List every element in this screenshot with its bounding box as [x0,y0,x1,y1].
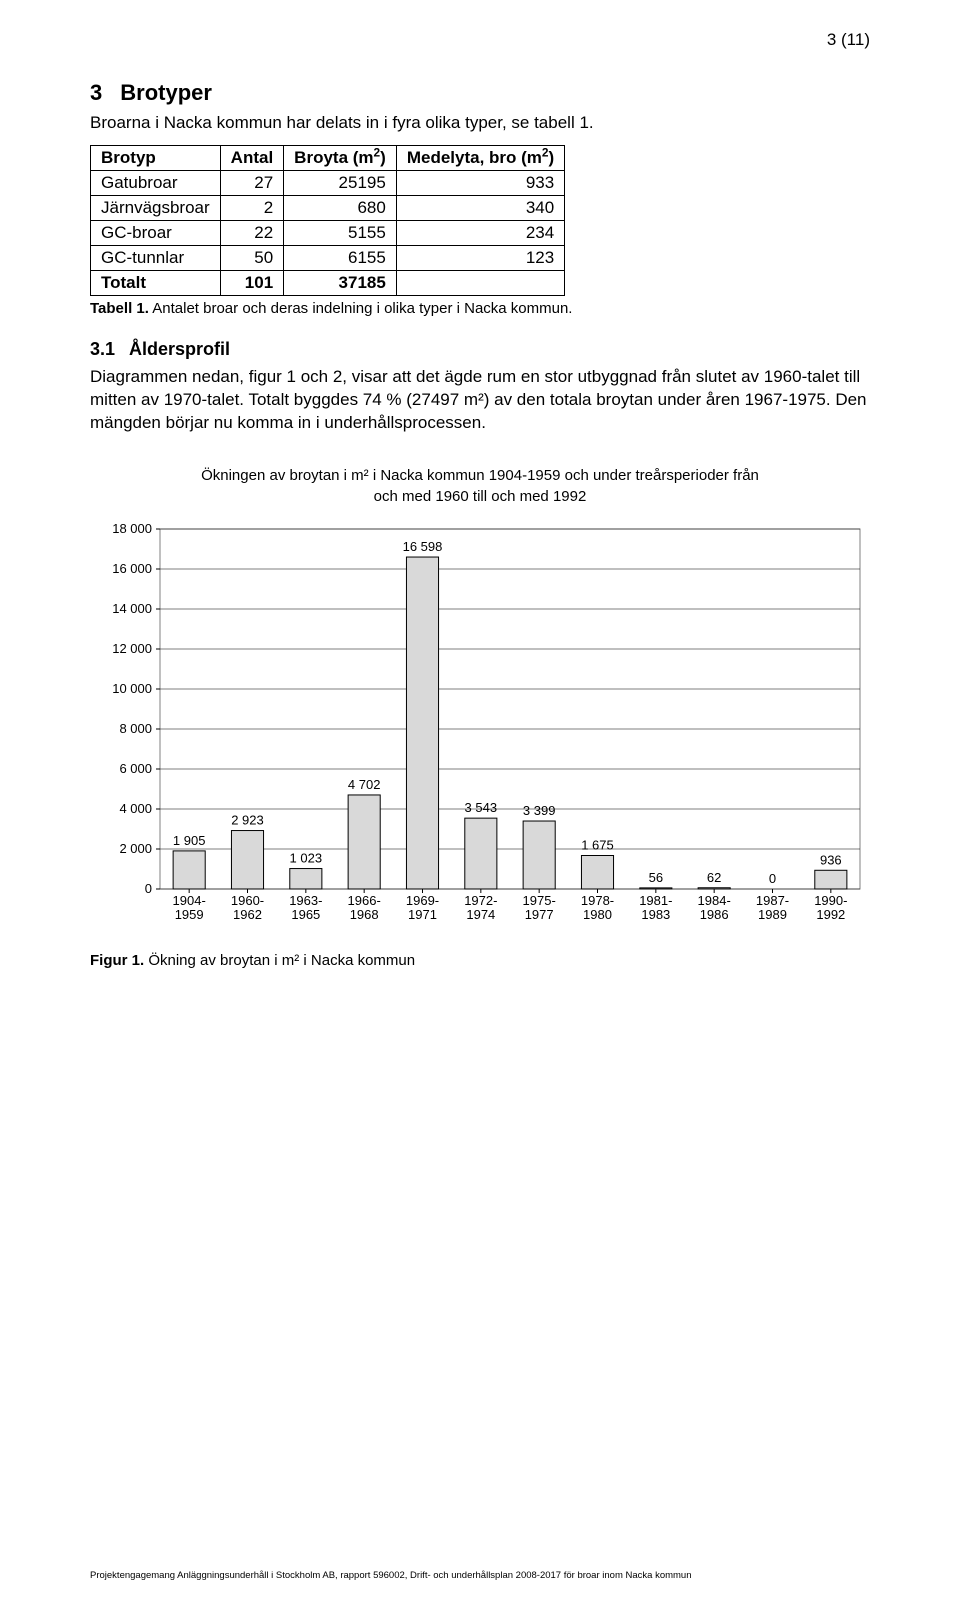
subsection-title: Åldersprofil [129,339,230,359]
bar-chart-svg: 0 2 000 4 000 6 000 8 000 10 000 12 000 14 000 1… [90,519,870,939]
table-cell: GC-tunnlar [91,245,221,270]
page-number: 3 (11) [827,30,870,50]
svg-text:3 399: 3 399 [523,803,556,818]
svg-text:1963-: 1963- [289,893,322,908]
table-total-cell: 101 [220,270,284,295]
svg-text:1 905: 1 905 [173,833,206,848]
subsection-number: 3.1 [90,339,115,360]
table-total-row: Totalt10137185 [91,270,565,295]
table-cell: 340 [396,195,564,220]
svg-text:10 000: 10 000 [112,681,152,696]
svg-text:14 000: 14 000 [112,601,152,616]
table-cell: 50 [220,245,284,270]
svg-text:1960-: 1960- [231,893,264,908]
svg-text:1 023: 1 023 [290,850,323,865]
svg-text:1962: 1962 [233,907,262,922]
svg-text:4 000: 4 000 [119,801,152,816]
svg-text:1992: 1992 [816,907,845,922]
table-row: Järnvägsbroar2680340 [91,195,565,220]
table-row: GC-broar225155234 [91,220,565,245]
svg-text:2 000: 2 000 [119,841,152,856]
figure-caption: Figur 1. Ökning av broytan i m² i Nacka … [90,952,870,969]
section-title: Brotyper [120,80,212,105]
table-caption-rest: Antalet broar och deras indelning i olik… [149,300,573,317]
table-cell: 680 [284,195,397,220]
table-cell: 27 [220,170,284,195]
table-row: GC-tunnlar506155123 [91,245,565,270]
brotype-table: BrotypAntalBroyta (m2)Medelyta, bro (m2)… [90,145,565,296]
table-total-cell: Totalt [91,270,221,295]
table-cell: 22 [220,220,284,245]
table-cell: 5155 [284,220,397,245]
subsection-paragraph: Diagrammen nedan, figur 1 och 2, visar a… [90,366,870,435]
table-cell: 123 [396,245,564,270]
svg-text:1965: 1965 [291,907,320,922]
svg-text:1975-: 1975- [523,893,556,908]
table-cell: GC-broar [91,220,221,245]
table-cell: Gatubroar [91,170,221,195]
table-cell: 25195 [284,170,397,195]
svg-text:1974: 1974 [466,907,495,922]
table-cell: 6155 [284,245,397,270]
svg-text:1977: 1977 [525,907,554,922]
svg-text:56: 56 [649,870,663,885]
table-header-cell: Broyta (m2) [284,145,397,170]
svg-text:16 000: 16 000 [112,561,152,576]
bar-chart: 0 2 000 4 000 6 000 8 000 10 000 12 000 14 000 1… [90,519,870,944]
page-container: 3 (11) 3 Brotyper Broarna i Nacka kommun … [0,0,960,1611]
svg-text:1971: 1971 [408,907,437,922]
figure-caption-rest: Ökning av broytan i m² i Nacka kommun [144,952,415,969]
svg-text:62: 62 [707,870,721,885]
svg-text:16 598: 16 598 [403,539,443,554]
svg-text:1 675: 1 675 [581,837,614,852]
figure-caption-bold: Figur 1. [90,952,144,969]
table-header-cell: Brotyp [91,145,221,170]
section-heading: 3 Brotyper [90,80,870,106]
svg-text:1969-: 1969- [406,893,439,908]
table-header-row: BrotypAntalBroyta (m2)Medelyta, bro (m2) [91,145,565,170]
svg-text:0: 0 [769,871,776,886]
svg-text:6 000: 6 000 [119,761,152,776]
svg-text:18 000: 18 000 [112,521,152,536]
chart-title: Ökningen av broytan i m² i Nacka kommun … [200,465,760,507]
svg-text:1968: 1968 [350,907,379,922]
svg-text:0: 0 [145,881,152,896]
svg-text:1990-: 1990- [814,893,847,908]
table-cell: Järnvägsbroar [91,195,221,220]
table-header-cell: Antal [220,145,284,170]
table-cell: 2 [220,195,284,220]
svg-text:12 000: 12 000 [112,641,152,656]
svg-text:1981-: 1981- [639,893,672,908]
section-number: 3 [90,80,102,106]
svg-text:1904-: 1904- [173,893,206,908]
svg-text:936: 936 [820,852,842,867]
svg-text:1978-: 1978- [581,893,614,908]
table-total-cell: 37185 [284,270,397,295]
table-header-cell: Medelyta, bro (m2) [396,145,564,170]
table-caption-bold: Tabell 1. [90,300,149,317]
svg-text:1983: 1983 [641,907,670,922]
subsection-heading: 3.1 Åldersprofil [90,339,870,360]
svg-text:1987-: 1987- [756,893,789,908]
svg-text:8 000: 8 000 [119,721,152,736]
svg-text:4 702: 4 702 [348,777,381,792]
svg-text:1972-: 1972- [464,893,497,908]
table-cell: 933 [396,170,564,195]
svg-text:1966-: 1966- [348,893,381,908]
table-caption: Tabell 1. Antalet broar och deras indeln… [90,300,870,317]
table-row: Gatubroar2725195933 [91,170,565,195]
table-total-cell [396,270,564,295]
svg-text:1959: 1959 [175,907,204,922]
svg-text:1984-: 1984- [698,893,731,908]
svg-text:3 543: 3 543 [465,800,498,815]
svg-text:2 923: 2 923 [231,812,264,827]
page-footer: Projektengagemang Anläggningsunderhåll i… [90,1570,870,1581]
svg-text:1980: 1980 [583,907,612,922]
svg-text:1989: 1989 [758,907,787,922]
table-cell: 234 [396,220,564,245]
section-intro: Broarna i Nacka kommun har delats in i f… [90,112,870,135]
svg-text:1986: 1986 [700,907,729,922]
